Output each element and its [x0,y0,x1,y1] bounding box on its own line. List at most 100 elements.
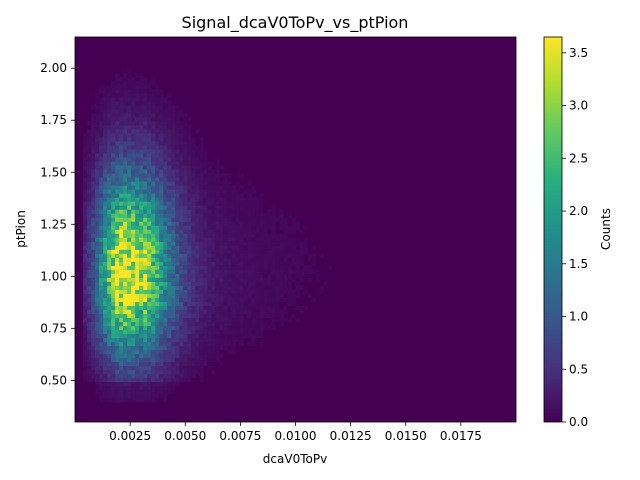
heatmap-cell [175,205,180,210]
heatmap-cell [251,261,256,266]
heatmap-cell [219,313,224,319]
heatmap-cell [191,177,196,182]
heatmap-cell [191,289,196,294]
heatmap-cell [99,293,104,298]
heatmap-cell [123,73,128,78]
heatmap-cell [167,293,172,298]
heatmap-plot-area [74,36,517,423]
heatmap-cell [155,201,160,206]
heatmap-cell [231,281,236,286]
heatmap-cell [147,245,152,250]
heatmap-cell [95,377,100,383]
heatmap-cell [179,313,184,319]
heatmap-cell [143,285,148,290]
heatmap-cell [127,237,132,242]
heatmap-cell [175,245,180,250]
heatmap-cell [179,249,184,254]
heatmap-cell [143,333,148,339]
heatmap-cell [95,285,100,290]
heatmap-cell [199,173,204,178]
heatmap-cell [231,245,236,250]
heatmap-cell [119,185,124,190]
heatmap-cell [219,253,224,258]
heatmap-cell [83,157,88,162]
heatmap-cell [107,393,112,399]
heatmap-cell [203,249,208,254]
heatmap-cell [279,293,284,298]
y-tick-label: 1.75 [40,113,67,127]
heatmap-cell [263,237,268,242]
heatmap-cell [103,301,108,306]
heatmap-cell [135,273,140,278]
heatmap-cell [119,349,124,355]
heatmap-cell [155,141,160,146]
heatmap-cell [179,317,184,323]
heatmap-cell [207,201,212,206]
heatmap-cell [99,221,104,226]
heatmap-cell [243,209,248,214]
heatmap-cell [243,249,248,254]
heatmap-cell [223,209,228,214]
heatmap-cell [135,97,140,102]
heatmap-cell [203,149,208,154]
heatmap-cell [151,233,156,238]
heatmap-cell [247,245,252,250]
heatmap-cell [175,193,180,198]
heatmap-cell [191,257,196,262]
heatmap-cell [275,233,280,238]
heatmap-cell [95,349,100,355]
heatmap-cell [291,277,296,282]
heatmap-cell [95,373,100,379]
heatmap-cell [111,85,116,90]
heatmap-cell [87,349,92,355]
heatmap-cell [203,329,208,335]
heatmap-cell [183,341,188,347]
heatmap-cell [175,121,180,126]
heatmap-cell [187,245,192,250]
heatmap-cell [279,289,284,294]
heatmap-cell [179,229,184,234]
heatmap-cell [235,253,240,258]
heatmap-cell [163,289,168,294]
heatmap-cell [203,309,208,315]
heatmap-cell [215,341,220,347]
heatmap-cell [303,269,308,274]
heatmap-cell [135,329,140,335]
heatmap-cell [303,241,308,246]
heatmap-cell [303,249,308,254]
heatmap-cell [119,269,124,274]
heatmap-cell [151,333,156,339]
heatmap-cell [255,269,260,274]
heatmap-cell [211,185,216,190]
heatmap-cell [99,101,104,106]
heatmap-cell [111,169,116,174]
heatmap-cell [227,325,232,331]
heatmap-cell [199,217,204,222]
heatmap-cell [143,105,148,110]
heatmap-cell [103,341,108,347]
heatmap-cell [103,225,108,230]
heatmap-cell [275,305,280,311]
heatmap-cell [163,385,168,391]
heatmap-cell [183,293,188,298]
heatmap-cell [87,201,92,206]
heatmap-cell [239,173,244,178]
heatmap-cell [155,121,160,126]
heatmap-cell [99,145,104,150]
heatmap-cell [215,197,220,202]
heatmap-cell [187,345,192,351]
heatmap-cell [235,265,240,270]
heatmap-cell [187,285,192,290]
heatmap-cell [199,149,204,154]
heatmap-cell [195,205,200,210]
heatmap-cell [163,313,168,319]
heatmap-cell [275,269,280,274]
heatmap-cell [91,321,96,327]
heatmap-cell [83,141,88,146]
heatmap-cell [135,141,140,146]
heatmap-cell [247,253,252,258]
heatmap-cell [287,261,292,266]
heatmap-cell [223,341,228,347]
heatmap-cell [127,305,132,311]
heatmap-cell [95,245,100,250]
